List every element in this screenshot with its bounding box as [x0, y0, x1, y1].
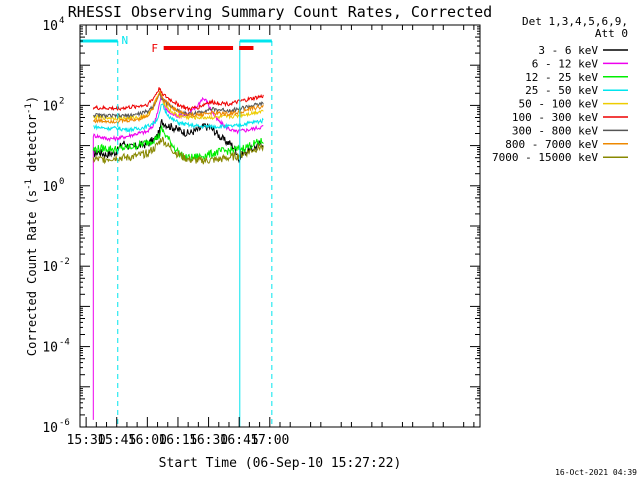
legend-item-label: 300 - 800 keV: [512, 124, 598, 137]
x-tick-label: 16:45: [220, 433, 259, 448]
y-tick-label-exponent: -6: [59, 418, 70, 428]
legend-header-line-2: Att 0: [595, 27, 628, 40]
legend-item-label: 100 - 300 keV: [512, 111, 598, 124]
series-layer: [92, 87, 264, 420]
x-tick-label: 17:00: [250, 433, 289, 448]
y-tick-label-base: 10: [42, 421, 58, 436]
y-tick-label-exponent: 2: [59, 96, 64, 106]
legend-header-line-1: Det 1,3,4,5,6,9,: [522, 15, 628, 28]
y-tick-label-exponent: -2: [59, 257, 70, 267]
y-tick-label-exponent: 4: [59, 16, 64, 26]
y-axis-label-main: Corrected Count Rate (s: [25, 190, 39, 356]
y-tick-label-base: 10: [42, 341, 58, 356]
flare-flag-label: F: [151, 42, 158, 55]
y-axis-label: Corrected Count Rate (s-1 detector-1): [24, 96, 39, 356]
y-tick-label-base: 10: [42, 180, 58, 195]
y-tick-label-base: 10: [42, 99, 58, 114]
chart-title: RHESSI Observing Summary Count Rates, Co…: [68, 3, 492, 21]
y-tick-label: 10: [42, 260, 58, 275]
legend-item-label: 50 - 100 keV: [519, 98, 599, 111]
x-tick-label: 15:45: [97, 433, 136, 448]
legend-item-label: 25 - 50 keV: [525, 84, 598, 97]
series-line: [92, 87, 264, 113]
y-tick-label-exponent: -4: [59, 338, 70, 348]
y-tick-label: 10: [42, 421, 58, 436]
legend-item-label: 6 - 12 keV: [532, 57, 599, 70]
y-tick-label: 10: [42, 341, 58, 356]
y-axis-label-end: ): [25, 96, 39, 103]
y-tick-label: 10: [42, 180, 58, 195]
x-tick-label: 16:00: [128, 433, 167, 448]
footer-timestamp: 16-Oct-2021 04:39: [555, 468, 637, 477]
x-axis-label: Start Time (06-Sep-10 15:27:22): [159, 456, 402, 471]
night-flag-label: N: [121, 34, 128, 47]
y-tick-label-base: 10: [42, 260, 58, 275]
legend-item-label: 3 - 6 keV: [538, 44, 598, 57]
y-axis-label-sup-1: -1: [24, 179, 34, 190]
y-tick-label: 10: [42, 99, 58, 114]
series-line: [93, 103, 264, 134]
x-tick-label: 15:30: [67, 433, 106, 448]
y-axis-label-sup-2: -1: [24, 103, 34, 114]
legend-item-label: 7000 - 15000 keV: [492, 151, 598, 164]
x-tick-label: 16:15: [158, 433, 197, 448]
y-axis-label-mid: detector: [25, 114, 39, 179]
y-tick-label-base: 10: [42, 19, 58, 34]
y-tick-label-exponent: 0: [59, 177, 64, 187]
flags-layer: NF: [80, 34, 273, 427]
legend-item-label: 12 - 25 keV: [525, 71, 598, 84]
x-tick-label: 16:30: [189, 433, 228, 448]
legend-item-label: 800 - 7000 keV: [505, 138, 598, 151]
series-line: [92, 136, 264, 165]
y-tick-label: 10: [42, 19, 58, 34]
series-line: [92, 90, 264, 124]
